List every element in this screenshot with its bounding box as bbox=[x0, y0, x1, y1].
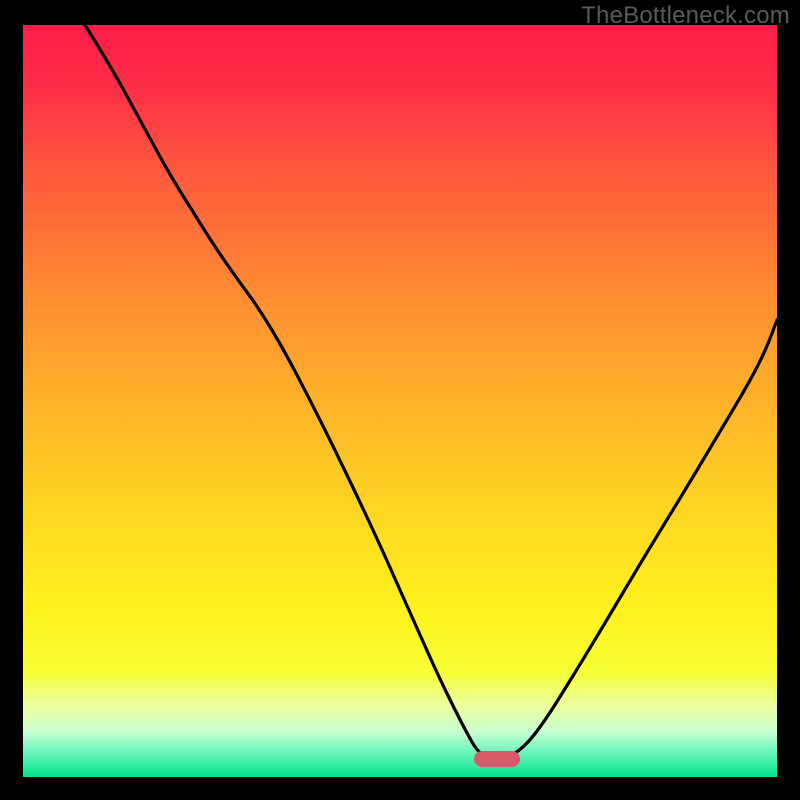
minimum-marker bbox=[474, 751, 520, 767]
plot-background bbox=[23, 25, 777, 777]
chart-stage: TheBottleneck.com bbox=[0, 0, 800, 800]
watermark-text: TheBottleneck.com bbox=[581, 2, 790, 30]
